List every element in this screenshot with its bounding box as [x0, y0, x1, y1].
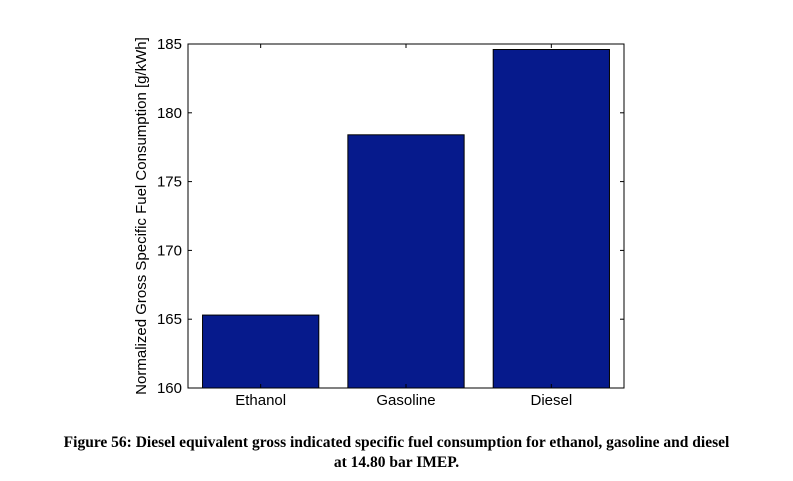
chart-area: Ethanol Gasoline Diesel 160 165 170 175 180 185 … — [133, 36, 625, 409]
caption-line-2: at 14.80 bar IMEP. — [333, 454, 460, 471]
figure-caption: Figure 56: Diesel equivalent gross indic… — [0, 433, 793, 473]
bar-gasoline — [347, 134, 465, 389]
ticks-group: Ethanol Gasoline Diesel 160 165 170 175 180 185 — [157, 36, 624, 409]
y-tick-label-180: 180 — [157, 105, 182, 122]
y-tick-label-160: 160 — [157, 380, 182, 397]
y-tick-label-175: 175 — [157, 174, 182, 191]
x-tick-label-gasoline: Gasoline — [376, 392, 435, 409]
bars-group — [202, 49, 610, 389]
bar-chart: Ethanol Gasoline Diesel160165170175180185 … — [133, 36, 625, 409]
y-tick-label-165: 165 — [157, 311, 182, 328]
x-tick-label-ethanol: Ethanol — [235, 392, 286, 409]
caption-line-1: Figure 56: Diesel equivalent gross indic… — [63, 434, 730, 451]
y-tick-label-185: 185 — [157, 36, 182, 53]
x-tick-label-diesel: Diesel — [530, 392, 572, 409]
y-tick-label-170: 170 — [157, 242, 182, 259]
bar-diesel — [492, 49, 610, 389]
bar-ethanol — [202, 314, 320, 389]
y-axis-label: Normalized Gross Specific Fuel Consumpti… — [133, 37, 150, 395]
